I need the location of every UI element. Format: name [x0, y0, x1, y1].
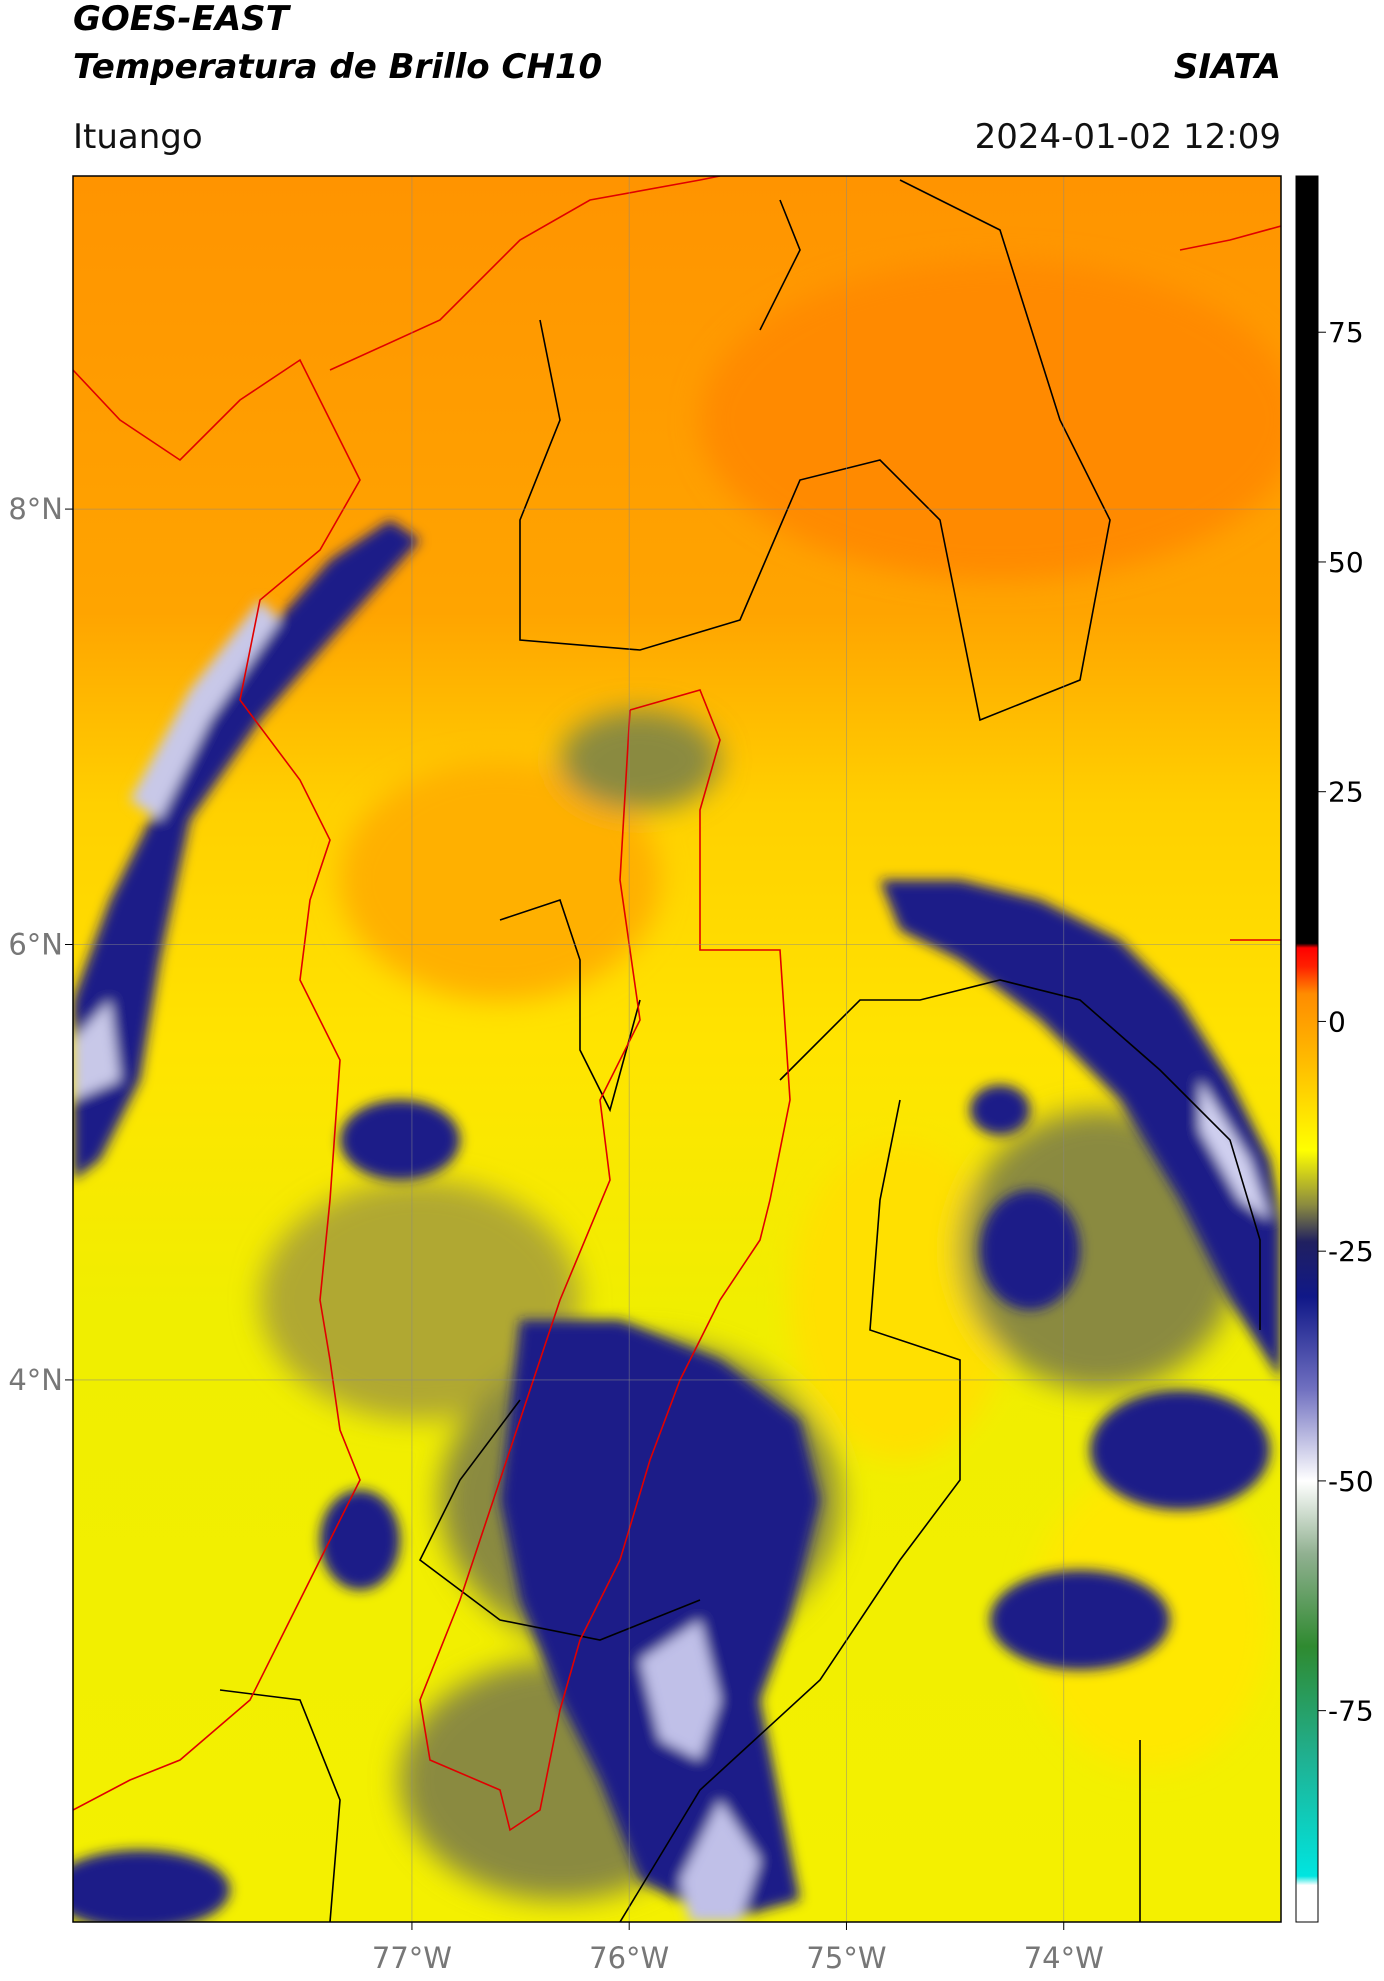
location: Ituango [73, 117, 203, 157]
colorbar-tick-label: 50 [1328, 546, 1364, 579]
colorbar [1295, 175, 1319, 1923]
colorbar-tick-label: 25 [1328, 776, 1364, 809]
satellite-image [73, 176, 1281, 1922]
timestamp: 2024-01-02 12:09 [975, 117, 1281, 157]
colorbar-tick-label: 75 [1328, 316, 1364, 349]
y-tick-label: 6°N [8, 928, 63, 962]
colorbar-tick-label: -75 [1328, 1695, 1374, 1728]
y-tick-label: 8°N [8, 492, 63, 526]
y-tick-label: 4°N [8, 1363, 63, 1397]
graticule [73, 176, 1281, 1922]
subtitle: Temperatura de Brillo CH10 [73, 47, 602, 87]
x-tick-label: 76°W [589, 1941, 669, 1975]
map-frame [72, 175, 1282, 1923]
colorbar-tick-label: -25 [1328, 1235, 1374, 1268]
x-tick-label: 77°W [372, 1941, 452, 1975]
title: GOES-EAST [73, 0, 292, 39]
x-tick-label: 74°W [1024, 1941, 1104, 1975]
source: SIATA [1174, 47, 1281, 87]
colorbar-tick-label: -50 [1328, 1465, 1374, 1498]
colorbar-tick-label: 0 [1328, 1005, 1346, 1038]
x-tick-label: 75°W [806, 1941, 886, 1975]
